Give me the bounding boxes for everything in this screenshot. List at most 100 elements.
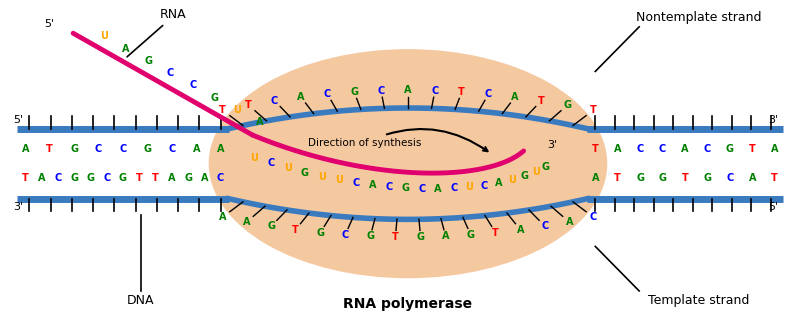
- Text: DNA: DNA: [127, 294, 154, 307]
- Ellipse shape: [209, 49, 607, 278]
- Text: RNA: RNA: [159, 8, 186, 21]
- Text: G: G: [402, 183, 410, 193]
- Text: A: A: [434, 184, 442, 194]
- Text: Direction of synthesis: Direction of synthesis: [308, 129, 487, 151]
- Text: G: G: [119, 173, 127, 183]
- Text: T: T: [392, 232, 398, 242]
- Text: T: T: [590, 105, 597, 115]
- Text: C: C: [271, 96, 278, 106]
- Text: C: C: [342, 230, 349, 240]
- Text: A: A: [511, 92, 518, 102]
- Text: Template strand: Template strand: [648, 294, 750, 307]
- Text: A: A: [22, 144, 29, 154]
- Text: G: G: [564, 100, 572, 110]
- Text: C: C: [217, 173, 224, 183]
- Text: 3': 3': [14, 202, 23, 212]
- Text: RNA polymerase: RNA polymerase: [343, 297, 473, 311]
- Text: C: C: [95, 144, 102, 154]
- Text: U: U: [234, 105, 241, 115]
- Text: C: C: [481, 181, 488, 191]
- Text: C: C: [726, 173, 734, 183]
- Text: G: G: [542, 162, 550, 172]
- Text: 5': 5': [44, 19, 54, 29]
- Text: A: A: [566, 217, 573, 227]
- Text: T: T: [614, 173, 621, 183]
- Text: T: T: [682, 173, 688, 183]
- Text: A: A: [243, 217, 250, 227]
- Text: 3': 3': [769, 116, 778, 126]
- Text: A: A: [591, 173, 599, 183]
- Text: C: C: [103, 173, 110, 183]
- Text: C: C: [542, 221, 549, 231]
- Text: U: U: [100, 31, 108, 41]
- Text: A: A: [122, 44, 130, 54]
- Text: A: A: [614, 144, 622, 154]
- Text: A: A: [256, 117, 263, 127]
- Text: C: C: [659, 144, 666, 154]
- Text: C: C: [267, 158, 274, 168]
- Text: T: T: [749, 144, 756, 154]
- Text: T: T: [592, 144, 598, 154]
- Text: U: U: [250, 152, 258, 163]
- Text: G: G: [658, 173, 666, 183]
- Text: A: A: [297, 92, 305, 102]
- Text: G: G: [211, 93, 219, 103]
- Text: C: C: [352, 178, 359, 188]
- Text: T: T: [771, 173, 778, 183]
- Text: 5': 5': [769, 202, 778, 212]
- Text: C: C: [119, 144, 126, 154]
- Text: G: G: [703, 173, 711, 183]
- Text: G: G: [301, 168, 309, 178]
- Text: C: C: [378, 86, 385, 96]
- Text: G: G: [143, 144, 151, 154]
- Text: U: U: [318, 172, 326, 182]
- Text: G: G: [70, 173, 78, 183]
- Text: G: G: [466, 230, 474, 240]
- Text: C: C: [167, 68, 174, 78]
- Text: G: G: [184, 173, 192, 183]
- Text: G: G: [144, 56, 152, 66]
- Text: T: T: [219, 105, 226, 115]
- Text: G: G: [366, 231, 374, 241]
- Text: A: A: [771, 144, 778, 154]
- Text: A: A: [749, 173, 756, 183]
- Text: T: T: [458, 87, 465, 97]
- Text: C: C: [704, 144, 711, 154]
- Text: C: C: [431, 86, 438, 96]
- Text: A: A: [201, 173, 208, 183]
- Text: G: G: [726, 144, 734, 154]
- Text: T: T: [46, 144, 53, 154]
- Text: A: A: [218, 212, 226, 222]
- Text: G: G: [267, 221, 275, 231]
- Text: A: A: [404, 85, 412, 95]
- Text: 3': 3': [547, 140, 558, 150]
- Text: U: U: [335, 175, 342, 185]
- Text: A: A: [217, 144, 224, 154]
- Text: Nontemplate strand: Nontemplate strand: [636, 11, 762, 24]
- Text: A: A: [494, 178, 502, 188]
- Text: T: T: [492, 228, 499, 238]
- Text: U: U: [284, 163, 292, 173]
- Text: C: C: [450, 184, 458, 194]
- Text: C: C: [485, 89, 492, 99]
- Text: A: A: [193, 144, 200, 154]
- Text: U: U: [466, 182, 474, 192]
- Text: A: A: [168, 173, 175, 183]
- Text: C: C: [324, 89, 331, 99]
- Text: C: C: [168, 144, 175, 154]
- Text: C: C: [418, 184, 426, 194]
- Text: A: A: [517, 225, 524, 235]
- Text: C: C: [189, 81, 196, 91]
- Text: G: G: [520, 171, 528, 181]
- Text: G: G: [350, 87, 358, 97]
- Text: U: U: [508, 175, 516, 185]
- Text: A: A: [369, 180, 376, 190]
- Text: G: G: [86, 173, 94, 183]
- Text: G: G: [417, 232, 425, 242]
- Text: U: U: [532, 167, 539, 177]
- Text: G: G: [636, 173, 644, 183]
- Text: T: T: [292, 225, 299, 235]
- Text: G: G: [70, 144, 78, 154]
- Text: T: T: [136, 173, 142, 183]
- Text: C: C: [590, 212, 598, 222]
